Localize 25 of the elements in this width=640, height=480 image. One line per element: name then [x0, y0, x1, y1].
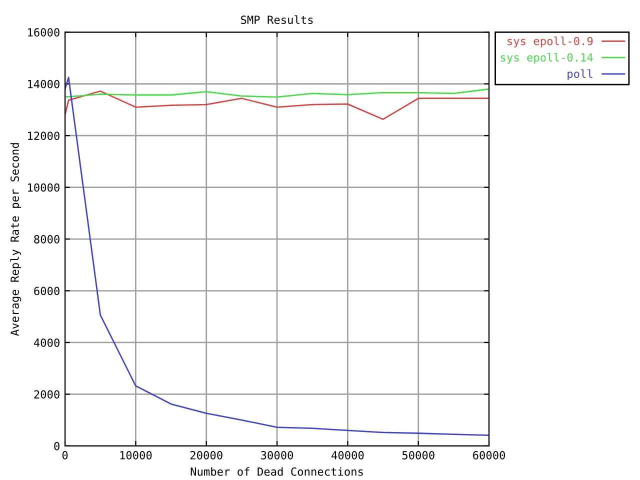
x-tick-label: 50000 — [402, 451, 434, 460]
x-tick-label: 30000 — [261, 451, 294, 460]
legend-label: sys epoll-0.14 — [500, 52, 593, 64]
y-tick-label: 14000 — [28, 80, 60, 88]
chart-title: SMP Results — [240, 15, 313, 24]
x-axis-title: Number of Dead Connections — [190, 467, 363, 476]
x-tick-label: 60000 — [473, 451, 506, 460]
y-tick-label: 6000 — [34, 286, 60, 296]
y-tick-label: 8000 — [34, 235, 60, 244]
line-series — [65, 76, 490, 436]
y-axis-title: Average Reply Rate per Second — [10, 143, 22, 336]
y-tick-label: 16000 — [28, 28, 60, 37]
y-tick-label: 2000 — [34, 390, 60, 399]
line-series — [65, 88, 490, 98]
line-series — [65, 90, 490, 120]
x-tick-label: 40000 — [332, 451, 364, 460]
legend-label: poll — [568, 69, 592, 80]
x-tick-label: 20000 — [190, 451, 222, 460]
y-tick-label: 0 — [54, 442, 60, 450]
y-tick-label: 10000 — [28, 183, 60, 192]
y-tick-label: 12000 — [28, 132, 60, 140]
x-tick-label: 10000 — [120, 451, 152, 460]
y-tick-label: 4000 — [34, 338, 60, 347]
legend-label: sys epoll-0.9 — [508, 36, 593, 48]
x-tick-label: 0 — [62, 451, 68, 460]
